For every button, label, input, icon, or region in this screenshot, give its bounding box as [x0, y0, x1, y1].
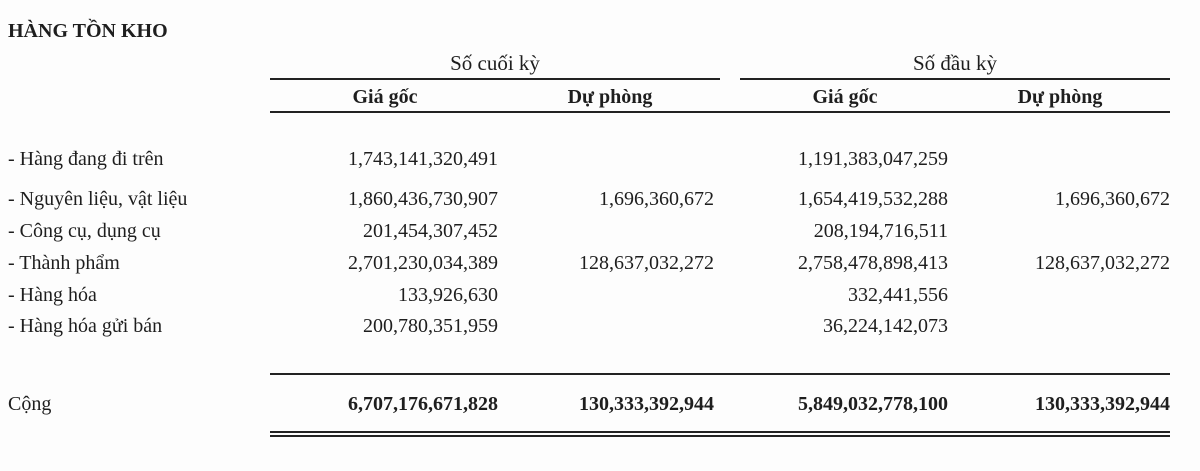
cell-value: 2,758,478,898,413	[798, 252, 948, 274]
cell-value: 128,637,032,272	[1035, 252, 1170, 274]
subheader-cost: Giá gốc	[352, 86, 418, 108]
group-header-end-period: Số cuối kỳ	[450, 51, 540, 75]
row-label: - Hàng hóa gửi bán	[8, 315, 163, 337]
row-label: - Hàng đang đi trên	[8, 148, 164, 170]
subheader-cost: Giá gốc	[812, 86, 878, 108]
cell-value: 1,654,419,532,288	[798, 188, 948, 210]
cell-value: 36,224,142,073	[823, 315, 948, 337]
cell-value: 1,191,383,047,259	[798, 148, 948, 170]
section-title: HÀNG TỒN KHO	[8, 20, 168, 42]
subheader-provision: Dự phòng	[567, 86, 653, 108]
total-value: 130,333,392,944	[579, 393, 714, 415]
cell-value: 128,637,032,272	[579, 252, 714, 274]
subheader-provision: Dự phòng	[1017, 86, 1103, 108]
total-value: 130,333,392,944	[1035, 393, 1170, 415]
total-double-rule	[270, 435, 1170, 437]
cell-value: 1,743,141,320,491	[348, 148, 498, 170]
row-label: - Hàng hóa	[8, 284, 97, 306]
cell-value: 133,926,630	[398, 284, 498, 306]
total-label: Cộng	[8, 393, 52, 415]
cell-value: 201,454,307,452	[363, 220, 498, 242]
group-underline	[740, 78, 1170, 80]
row-label: - Nguyên liệu, vật liệu	[8, 188, 188, 210]
cell-value: 332,441,556	[848, 284, 948, 306]
total-value: 5,849,032,778,100	[798, 393, 948, 415]
cell-value: 2,701,230,034,389	[348, 252, 498, 274]
cell-value: 200,780,351,959	[363, 315, 498, 337]
row-label: - Công cụ, dụng cụ	[8, 220, 161, 242]
total-double-rule	[270, 431, 1170, 433]
cell-value: 1,696,360,672	[599, 188, 714, 210]
row-label: - Thành phẩm	[8, 252, 120, 274]
total-value: 6,707,176,671,828	[348, 393, 498, 415]
total-top-rule	[270, 373, 1170, 375]
cell-value: 1,696,360,672	[1055, 188, 1170, 210]
cell-value: 1,860,436,730,907	[348, 188, 498, 210]
group-underline	[270, 78, 720, 80]
cell-value: 208,194,716,511	[813, 220, 948, 242]
header-underline	[270, 111, 1170, 113]
group-header-begin-period: Số đầu kỳ	[913, 51, 997, 75]
